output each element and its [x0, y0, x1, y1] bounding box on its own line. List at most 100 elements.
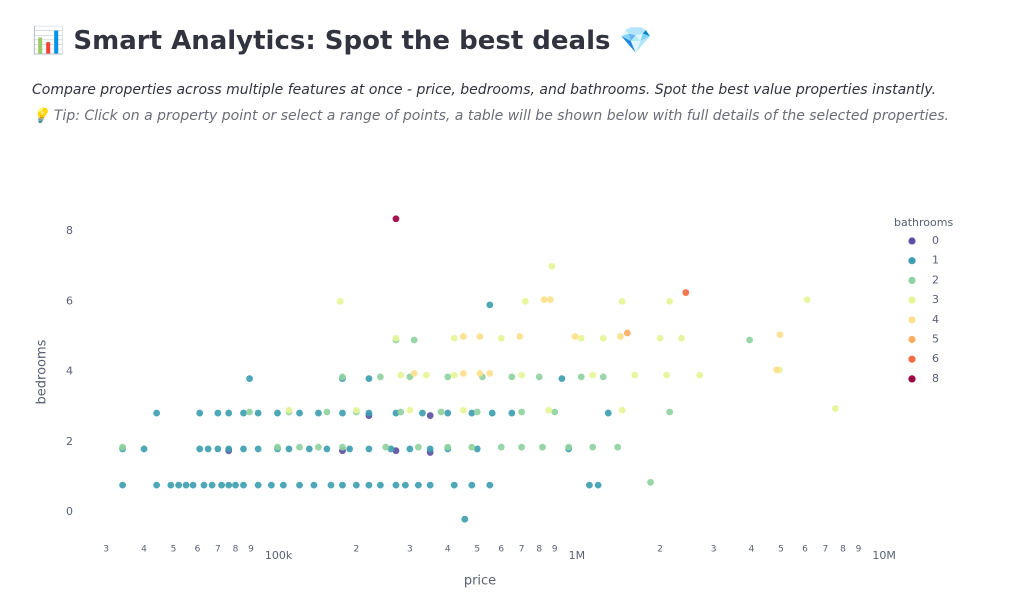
- data-point[interactable]: [476, 333, 484, 340]
- data-point[interactable]: [182, 481, 190, 489]
- data-point[interactable]: [444, 443, 452, 451]
- data-point[interactable]: [773, 366, 781, 374]
- data-point[interactable]: [225, 481, 233, 489]
- data-point[interactable]: [365, 445, 373, 453]
- data-point[interactable]: [459, 406, 467, 414]
- data-point[interactable]: [666, 297, 674, 305]
- legend-label[interactable]: 0: [932, 234, 939, 247]
- data-point[interactable]: [410, 369, 418, 377]
- data-point[interactable]: [682, 289, 690, 296]
- data-point[interactable]: [450, 371, 458, 379]
- data-point[interactable]: [397, 371, 405, 379]
- data-point[interactable]: [518, 443, 526, 451]
- data-point[interactable]: [473, 408, 481, 416]
- data-point[interactable]: [551, 408, 559, 416]
- data-point[interactable]: [397, 408, 405, 416]
- data-point[interactable]: [401, 481, 409, 489]
- data-point[interactable]: [315, 409, 322, 417]
- data-point[interactable]: [585, 481, 593, 489]
- data-point[interactable]: [776, 331, 784, 339]
- data-point[interactable]: [225, 409, 233, 417]
- data-point[interactable]: [254, 409, 262, 417]
- legend-label[interactable]: 1: [932, 254, 939, 267]
- data-point[interactable]: [175, 481, 183, 489]
- data-point[interactable]: [437, 408, 445, 416]
- data-point[interactable]: [468, 409, 476, 417]
- data-point[interactable]: [571, 333, 579, 340]
- data-point[interactable]: [696, 371, 704, 379]
- data-point[interactable]: [336, 297, 344, 305]
- data-point[interactable]: [450, 481, 458, 489]
- legend-marker[interactable]: [908, 276, 916, 284]
- data-point[interactable]: [246, 375, 253, 383]
- data-point[interactable]: [803, 296, 811, 303]
- data-point[interactable]: [618, 406, 626, 414]
- legend-marker[interactable]: [908, 316, 916, 324]
- data-point[interactable]: [518, 408, 526, 416]
- data-point[interactable]: [365, 375, 373, 383]
- data-point[interactable]: [387, 445, 395, 453]
- data-point[interactable]: [546, 296, 554, 303]
- legend-label[interactable]: 2: [932, 273, 939, 286]
- data-point[interactable]: [414, 481, 422, 489]
- data-point[interactable]: [285, 445, 293, 453]
- data-point[interactable]: [419, 409, 426, 417]
- legend-marker[interactable]: [908, 237, 916, 245]
- data-point[interactable]: [497, 334, 505, 342]
- data-point[interactable]: [426, 412, 434, 419]
- data-point[interactable]: [508, 409, 516, 417]
- data-point[interactable]: [339, 481, 346, 489]
- data-point[interactable]: [616, 333, 624, 340]
- data-point[interactable]: [392, 334, 400, 342]
- data-point[interactable]: [618, 297, 626, 305]
- data-point[interactable]: [614, 443, 622, 451]
- data-point[interactable]: [305, 445, 313, 453]
- data-point[interactable]: [119, 481, 127, 489]
- data-point[interactable]: [450, 334, 458, 342]
- data-point[interactable]: [153, 409, 161, 417]
- data-point[interactable]: [339, 409, 346, 417]
- data-point[interactable]: [189, 481, 197, 489]
- data-point[interactable]: [382, 443, 390, 451]
- data-point[interactable]: [577, 373, 585, 381]
- data-point[interactable]: [589, 443, 597, 451]
- data-point[interactable]: [476, 369, 484, 377]
- data-point[interactable]: [468, 443, 476, 451]
- data-point[interactable]: [426, 481, 434, 489]
- data-point[interactable]: [246, 408, 253, 416]
- data-point[interactable]: [468, 481, 476, 489]
- data-point[interactable]: [565, 443, 573, 451]
- data-point[interactable]: [339, 443, 346, 451]
- data-point[interactable]: [677, 334, 685, 342]
- data-point[interactable]: [577, 334, 585, 342]
- legend-marker[interactable]: [908, 375, 916, 383]
- data-point[interactable]: [232, 481, 239, 489]
- data-point[interactable]: [214, 409, 222, 417]
- data-point[interactable]: [392, 481, 400, 489]
- data-point[interactable]: [599, 373, 607, 381]
- legend-marker[interactable]: [908, 257, 916, 265]
- data-point[interactable]: [497, 443, 505, 451]
- data-point[interactable]: [214, 445, 222, 453]
- data-point[interactable]: [274, 443, 281, 451]
- data-point[interactable]: [365, 409, 373, 417]
- data-point[interactable]: [346, 445, 353, 453]
- data-point[interactable]: [426, 445, 434, 453]
- legend-label[interactable]: 5: [932, 333, 939, 346]
- data-point[interactable]: [310, 481, 318, 489]
- data-point[interactable]: [296, 481, 303, 489]
- data-point[interactable]: [119, 443, 127, 451]
- legend-marker[interactable]: [908, 335, 916, 344]
- data-point[interactable]: [296, 443, 303, 451]
- legend-label[interactable]: 4: [932, 313, 939, 326]
- data-point[interactable]: [254, 481, 262, 489]
- data-point[interactable]: [279, 481, 287, 489]
- data-point[interactable]: [535, 373, 543, 381]
- data-point[interactable]: [196, 409, 204, 417]
- data-point[interactable]: [285, 406, 293, 414]
- data-point[interactable]: [377, 481, 384, 489]
- data-point[interactable]: [508, 373, 516, 381]
- data-point[interactable]: [240, 481, 247, 489]
- data-point[interactable]: [208, 481, 216, 489]
- data-point[interactable]: [200, 481, 208, 489]
